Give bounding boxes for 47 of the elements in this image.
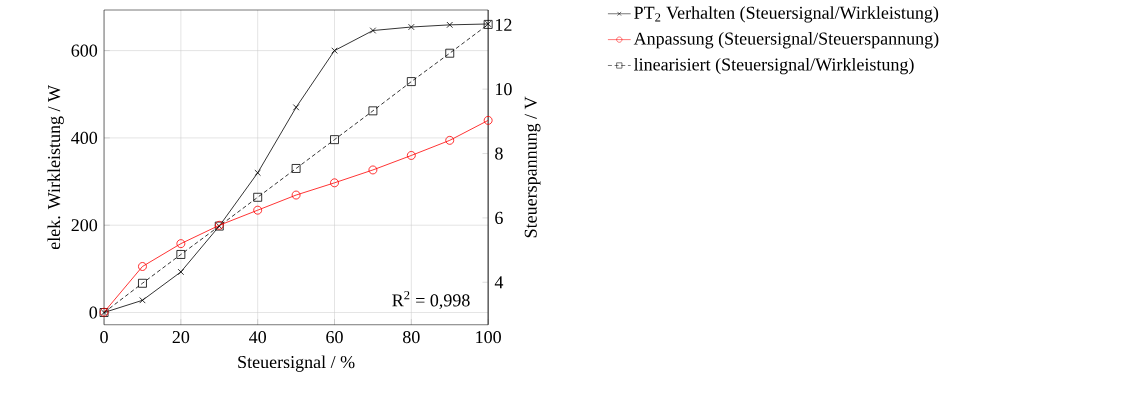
point <box>369 27 377 34</box>
point <box>253 205 263 215</box>
point <box>445 136 455 145</box>
point <box>292 104 300 111</box>
point <box>330 178 339 188</box>
y2-tick-label: 12 <box>496 18 512 31</box>
point <box>330 135 339 145</box>
y-tick-label: 0 <box>89 306 98 319</box>
x-tick-label: 80 <box>403 331 420 344</box>
y2-axis-title: Steuerspannung / V <box>524 96 541 238</box>
legend-label: linearisiert (Steuersignal/Wirkleistung) <box>633 58 914 75</box>
point <box>139 297 146 304</box>
y-tick-label: 600 <box>71 44 98 57</box>
y-axis-title: elek. Wirkleistung / W <box>47 85 64 250</box>
x-tick-label: 60 <box>326 331 343 344</box>
point <box>138 262 147 271</box>
y-tick-label: 200 <box>71 219 98 232</box>
legend-label: Anpassung (Steuersignal/Steuerspannung) <box>633 32 939 49</box>
point <box>368 165 378 175</box>
x-axis-title: Steuersignal / % <box>238 355 355 372</box>
point <box>406 151 416 160</box>
y2-tick-label: 10 <box>496 83 512 96</box>
y-tick-label: 400 <box>71 131 98 145</box>
point <box>138 278 147 288</box>
point <box>176 239 186 249</box>
point <box>483 116 493 125</box>
point <box>445 48 455 58</box>
y2-tick-label: 4 <box>494 276 504 289</box>
point <box>446 21 453 29</box>
point <box>408 23 415 31</box>
legend-label: PT$_{2}$ Verhalten (Steuersignal/Wirkleistung) <box>634 6 939 23</box>
point <box>253 192 263 202</box>
y2-tick-label: 6 <box>495 211 503 225</box>
x-tick-label: 20 <box>172 331 190 344</box>
point <box>177 268 185 276</box>
x-tick-label: 0 <box>100 331 108 344</box>
point <box>176 250 186 259</box>
x-tick-label: 40 <box>249 331 267 344</box>
annotation: R$^{2}$ = 0,998 <box>392 291 470 310</box>
point <box>254 169 261 177</box>
point <box>368 106 378 116</box>
point <box>331 47 338 54</box>
point <box>291 164 301 173</box>
point <box>291 190 301 200</box>
point <box>406 77 416 87</box>
y2-tick-label: 8 <box>495 147 503 160</box>
x-tick-label: 100 <box>476 331 501 344</box>
